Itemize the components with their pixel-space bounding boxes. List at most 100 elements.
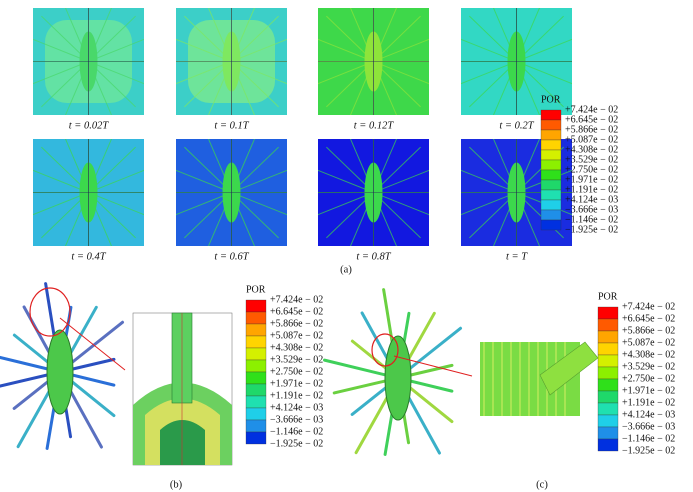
legend-swatch [597,318,619,332]
caption: (c) [536,479,548,490]
legend-label: +7.424e − 02 [622,301,675,312]
legend-label: +3.529e − 02 [622,361,675,372]
legend-swatch [245,431,267,445]
legend-label: +4.308e − 02 [565,144,618,155]
fracture-line [231,192,294,218]
time-label: t = 0.1T [214,120,249,131]
legend-label: +7.424e − 02 [270,294,323,305]
legend-label: +7.424e − 02 [565,104,618,115]
fracture-line [311,61,374,87]
fracture-line [26,61,89,87]
legend-swatch [245,335,267,349]
fracture-line [88,61,151,87]
legend-swatch [597,426,619,440]
legend-swatch [597,402,619,416]
legend-swatch [540,159,562,171]
fracture-line [26,167,89,193]
spacer [0,0,693,8]
highlight [29,287,71,337]
fracture-line [231,61,294,87]
legend-label: +4.124e − 03 [565,194,618,205]
legend-swatch [540,219,562,231]
fracture-line [26,192,89,218]
legend-label: −1.146e − 02 [565,214,618,225]
fracture-line [169,192,232,218]
well [46,329,74,415]
fracture-line [311,167,374,193]
fracture-line [516,36,579,62]
legend-swatch [597,354,619,368]
legend-label: +6.645e − 02 [565,114,618,125]
fracture-line [231,167,294,193]
legend-swatch [245,371,267,385]
legend-swatch [597,378,619,392]
legend-swatch [540,149,562,161]
legend-label: +4.124e − 03 [270,402,323,413]
time-label: t = 0.2T [499,120,534,131]
legend-swatch [540,109,562,121]
fracture-line [88,36,151,62]
pointer [393,355,473,377]
legend-label: +2.750e − 02 [622,373,675,384]
legend-swatch [597,330,619,344]
legend-swatch [540,139,562,151]
legend-label: +5.866e − 02 [622,325,675,336]
legend-swatch [245,359,267,373]
fracture-line [169,61,232,87]
time-label: t = 0.4T [71,251,106,262]
legend-swatch [540,209,562,221]
legend-title: POR [541,94,561,105]
legend-label: +5.866e − 02 [270,318,323,329]
pointer [59,317,126,371]
well [384,335,412,421]
legend-swatch [597,390,619,404]
fracture-line [311,36,374,62]
fracture-line [454,167,517,193]
legend-label: +5.087e − 02 [565,134,618,145]
legend-label: +3.529e − 02 [270,354,323,365]
spacer [0,0,33,260]
legend-label: +5.866e − 02 [565,124,618,135]
time-label: t = 0.8T [356,251,391,262]
legend-label: +2.750e − 02 [565,164,618,175]
legend-swatch [540,199,562,211]
legend-swatch [597,414,619,428]
legend-swatch [540,119,562,131]
fracture-line [516,61,579,87]
legend-swatch [245,395,267,409]
time-label: t = T [506,251,528,262]
zoom-core [160,420,205,465]
legend-label: −1.146e − 02 [270,426,323,437]
legend-label: +4.308e − 02 [270,342,323,353]
legend-swatch [245,419,267,433]
legend-swatch [245,347,267,361]
legend-label: −1.146e − 02 [622,433,675,444]
legend-label: +1.971e − 02 [622,385,675,396]
legend-title: POR [246,284,266,295]
fracture-line [169,36,232,62]
fracture-line [311,192,374,218]
fracture-line [373,167,436,193]
fracture-line [88,192,151,218]
legend-swatch [540,169,562,181]
fracture-line [88,167,151,193]
legend-swatch [245,299,267,313]
legend-swatch [245,323,267,337]
legend-label: −3.666e − 03 [622,421,675,432]
fracture-line [454,192,517,218]
legend-label: +3.529e − 02 [565,154,618,165]
legend-swatch [245,407,267,421]
fracture-line [373,36,436,62]
caption: (b) [170,479,183,490]
legend-title: POR [598,291,618,302]
fracture-line [231,36,294,62]
legend-label: +5.087e − 02 [270,330,323,341]
fracture-line [373,61,436,87]
fracture-line [373,192,436,218]
legend-swatch [597,366,619,380]
legend-label: +1.191e − 02 [565,184,618,195]
legend-label: +6.645e − 02 [622,313,675,324]
legend-swatch [597,438,619,452]
legend-label: +5.087e − 02 [622,337,675,348]
fracture-line [26,36,89,62]
